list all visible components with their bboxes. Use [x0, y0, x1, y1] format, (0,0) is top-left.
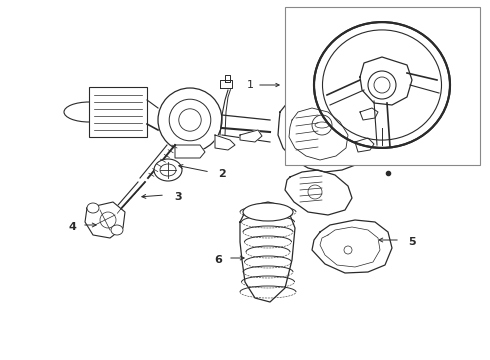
Polygon shape — [278, 95, 372, 172]
Circle shape — [368, 71, 396, 99]
Text: 3: 3 — [174, 192, 182, 202]
Polygon shape — [215, 135, 235, 150]
Ellipse shape — [111, 225, 123, 235]
Text: 5: 5 — [408, 237, 416, 247]
Polygon shape — [355, 138, 374, 152]
Ellipse shape — [314, 22, 450, 148]
Bar — [285, 7, 480, 165]
Circle shape — [158, 88, 222, 152]
Polygon shape — [312, 220, 392, 273]
Polygon shape — [360, 57, 412, 105]
Polygon shape — [289, 108, 348, 160]
Text: 2: 2 — [218, 169, 226, 179]
Polygon shape — [85, 202, 125, 238]
Polygon shape — [240, 130, 262, 142]
Polygon shape — [225, 75, 230, 82]
Polygon shape — [320, 227, 380, 267]
Text: 1: 1 — [246, 80, 253, 90]
Text: 7: 7 — [388, 133, 396, 143]
Polygon shape — [360, 108, 378, 120]
Ellipse shape — [154, 159, 182, 181]
Polygon shape — [175, 145, 205, 158]
Polygon shape — [220, 80, 232, 88]
Ellipse shape — [243, 203, 293, 221]
Polygon shape — [240, 202, 295, 302]
Text: 6: 6 — [214, 255, 222, 265]
Text: 4: 4 — [68, 222, 76, 232]
Bar — [89, 87, 147, 137]
Ellipse shape — [87, 203, 99, 213]
Polygon shape — [285, 170, 352, 215]
